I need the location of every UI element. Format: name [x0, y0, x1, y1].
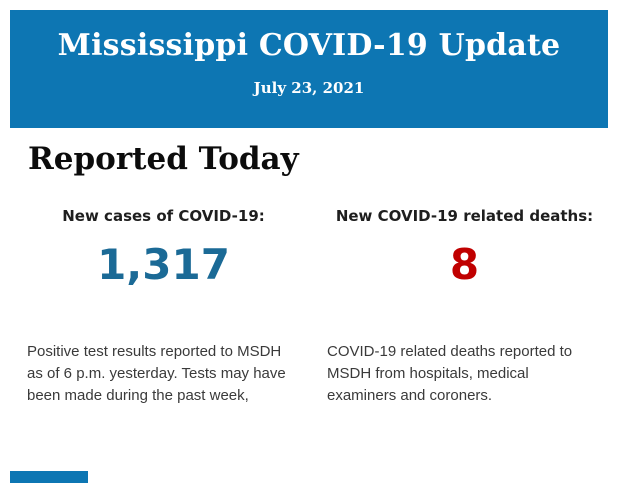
new-cases-value: 1,317 [97, 240, 230, 289]
stat-new-cases: New cases of COVID-19: 1,317 Positive te… [0, 206, 310, 407]
next-section-partial-banner [10, 471, 88, 483]
new-deaths-label: New COVID-19 related deaths: [335, 207, 594, 225]
new-cases-label: New cases of COVID-19: [62, 207, 265, 225]
stat-new-deaths: New COVID-19 related deaths: 8 COVID-19 … [310, 206, 620, 407]
stats-row: New cases of COVID-19: 1,317 Positive te… [0, 206, 620, 407]
section-heading: Reported Today [28, 141, 299, 177]
header-banner: Mississippi COVID-19 Update July 23, 202… [10, 10, 608, 128]
new-cases-description: Positive test results reported to MSDH a… [27, 343, 286, 404]
new-deaths-description: COVID-19 related deaths reported to MSDH… [327, 343, 573, 404]
report-date: July 23, 2021 [253, 79, 365, 97]
page-title: Mississippi COVID-19 Update [57, 28, 561, 63]
new-deaths-value: 8 [449, 240, 480, 289]
